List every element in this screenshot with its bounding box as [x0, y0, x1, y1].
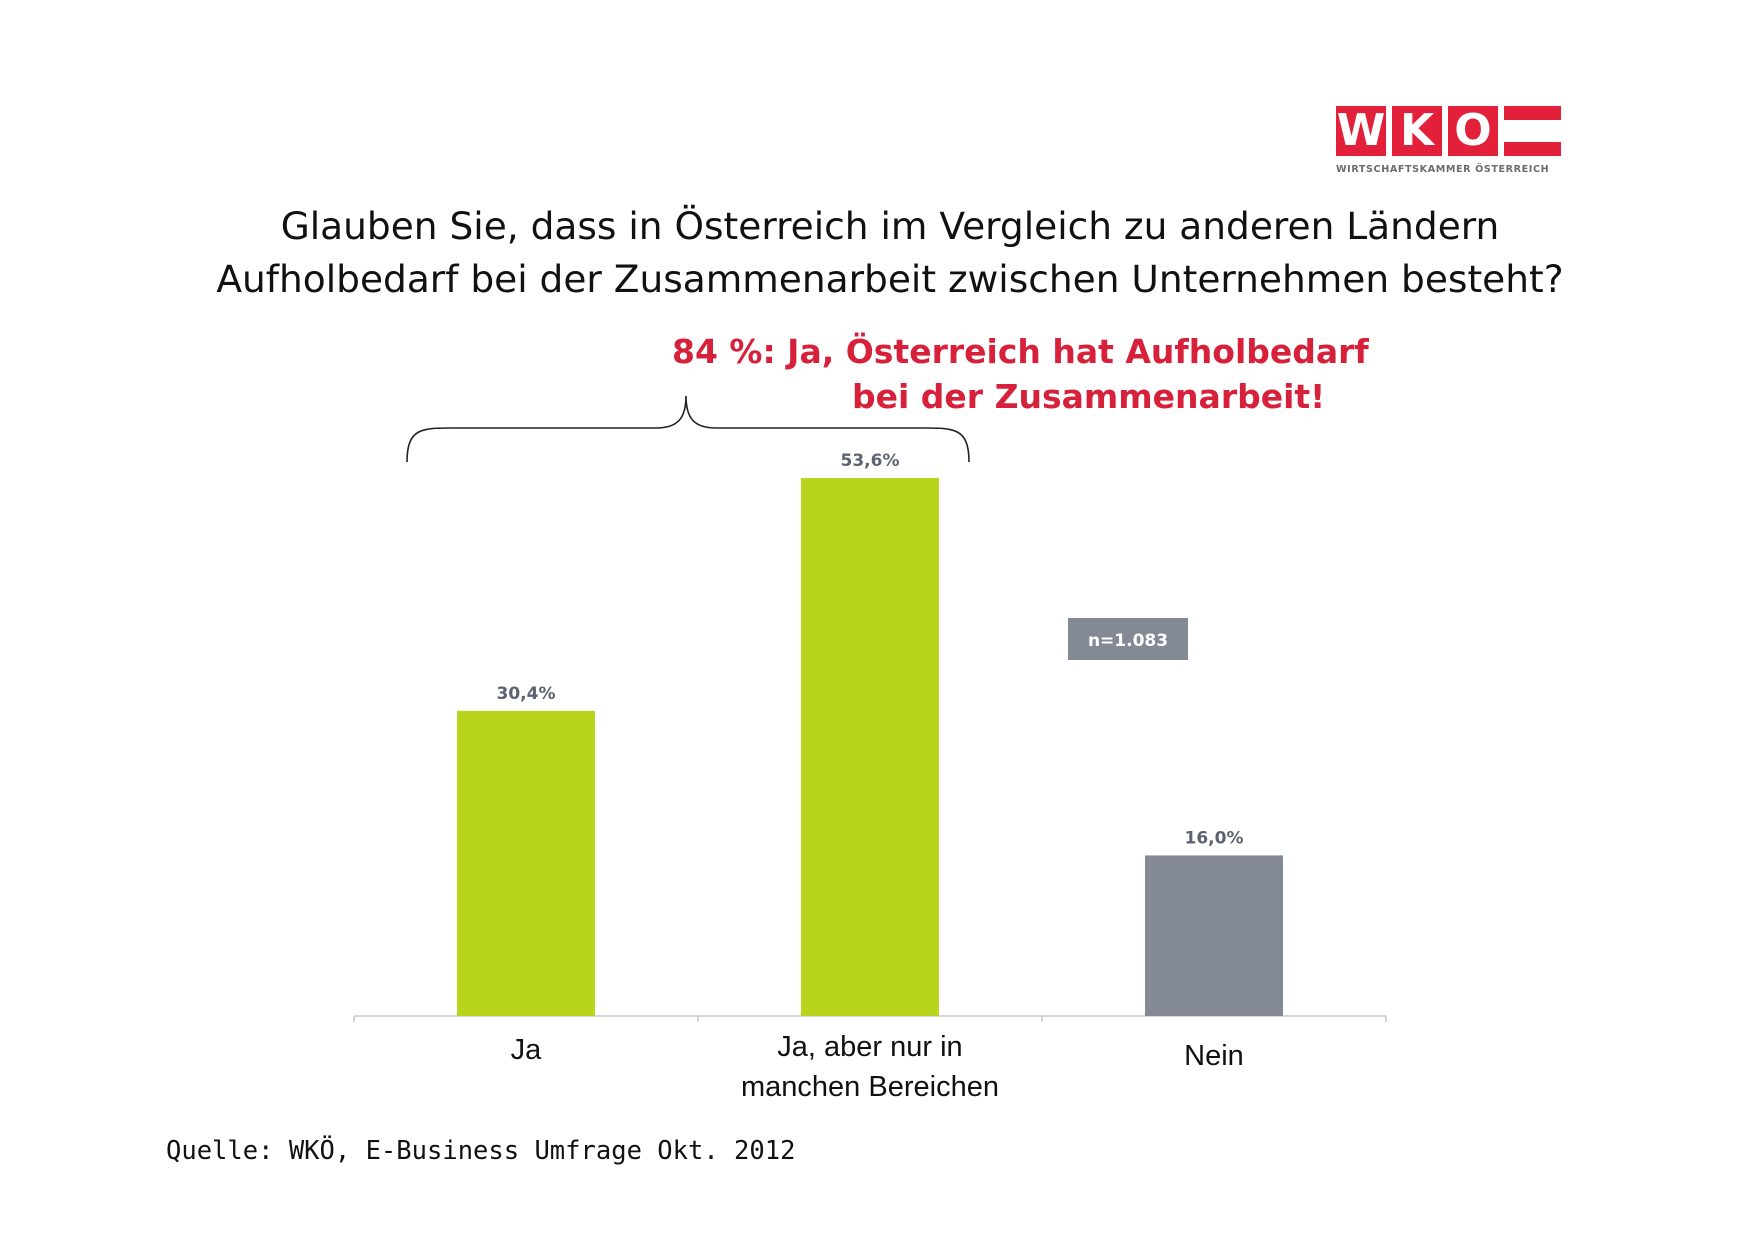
highlight-line-1: 84 %: Ja, Österreich hat Aufholbedarf: [672, 332, 1369, 371]
source-note: Quelle: WKÖ, E-Business Umfrage Okt. 201…: [166, 1136, 796, 1166]
sample-size-label: n=1.083: [1088, 631, 1168, 651]
bar-1: [457, 710, 595, 1016]
bar-3: [1145, 855, 1283, 1016]
bar-value-label-3: 16,0%: [1185, 828, 1244, 848]
slide-title-line-1: Glauben Sie, dass in Österreich im Vergl…: [280, 204, 1500, 248]
category-label-2: Ja, aber nur in: [777, 1031, 962, 1063]
logo-flag-stripe-top: [1504, 106, 1561, 120]
logo-letter-k: K: [1392, 106, 1442, 156]
category-label-2: manchen Bereichen: [741, 1071, 999, 1103]
highlight-line-2: bei der Zusammenarbeit!: [852, 377, 1326, 416]
logo-letter-o: O: [1448, 106, 1498, 156]
wko-logo: W K O WIRTSCHAFTSKAMMER ÖSTERREICH: [1336, 106, 1561, 178]
bracket-brace: [406, 395, 970, 463]
category-label-1: Ja: [511, 1034, 543, 1066]
logo-flag-stripe-bottom: [1504, 142, 1561, 156]
slide-title-line-2: Aufholbedarf bei der Zusammenarbeit zwis…: [216, 257, 1564, 301]
sample-size-badge: [1068, 618, 1188, 660]
bar-value-label-1: 30,4%: [497, 684, 556, 704]
logo-letter-w: W: [1336, 105, 1386, 156]
category-label-3: Nein: [1184, 1040, 1244, 1072]
bar-2: [801, 478, 939, 1016]
logo-subtitle: WIRTSCHAFTSKAMMER ÖSTERREICH: [1336, 164, 1550, 175]
bar-value-label-2: 53,6%: [841, 451, 900, 471]
